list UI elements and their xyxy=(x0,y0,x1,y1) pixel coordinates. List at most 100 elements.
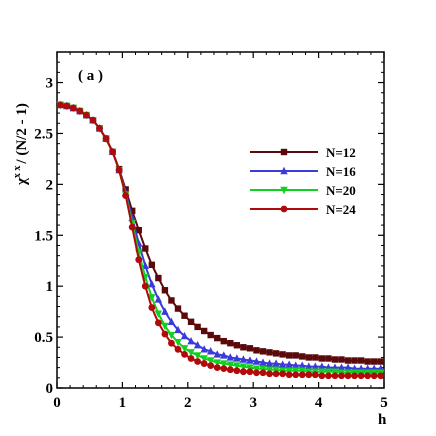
data-point xyxy=(292,361,300,369)
data-point xyxy=(253,347,260,354)
data-point xyxy=(180,345,189,353)
data-point xyxy=(142,245,149,252)
y-tick-label: 0.5 xyxy=(34,330,53,346)
data-point xyxy=(298,371,306,379)
data-point xyxy=(265,366,274,374)
data-point xyxy=(239,368,247,376)
data-point xyxy=(305,371,313,379)
data-point xyxy=(174,338,182,347)
data-point xyxy=(193,341,202,349)
data-point xyxy=(96,124,103,132)
data-point xyxy=(377,358,384,365)
series-group xyxy=(56,100,385,380)
data-point xyxy=(351,357,358,364)
data-point xyxy=(233,342,241,349)
data-point xyxy=(187,355,195,362)
legend-label: N=24 xyxy=(326,202,356,217)
data-point xyxy=(344,357,352,364)
data-point xyxy=(200,355,208,363)
data-point xyxy=(148,304,156,311)
data-point xyxy=(226,353,235,361)
data-point xyxy=(168,297,175,304)
data-point xyxy=(89,116,97,124)
data-point xyxy=(214,334,221,342)
data-point xyxy=(338,372,345,380)
data-point xyxy=(168,339,175,347)
y-tick-label: 1 xyxy=(46,279,54,295)
data-point xyxy=(227,340,234,347)
data-point xyxy=(194,323,201,331)
data-point xyxy=(69,104,77,112)
data-point xyxy=(337,363,346,371)
data-point xyxy=(253,369,260,377)
data-point xyxy=(200,345,208,353)
data-point xyxy=(115,166,123,174)
legend-marker xyxy=(280,205,288,213)
data-point xyxy=(292,352,299,359)
y-tick-label: 2.5 xyxy=(34,126,53,142)
data-point xyxy=(148,279,156,288)
data-point xyxy=(240,344,247,351)
legend-label: N=20 xyxy=(326,183,356,198)
series-n-24 xyxy=(56,101,385,380)
data-point xyxy=(167,317,176,326)
x-tick-label: 0 xyxy=(53,395,61,411)
data-point xyxy=(155,274,162,282)
data-point xyxy=(181,351,188,358)
x-tick-label: 1 xyxy=(119,395,127,411)
data-point xyxy=(331,368,339,376)
data-point xyxy=(285,367,293,375)
data-point xyxy=(272,359,280,367)
data-point xyxy=(325,372,332,380)
data-point xyxy=(311,362,320,370)
data-point xyxy=(154,319,162,327)
data-point xyxy=(200,360,208,367)
data-point xyxy=(364,372,372,380)
data-point xyxy=(109,148,116,156)
y-axis-title-sup: x x xyxy=(12,166,23,179)
data-point xyxy=(259,365,267,373)
data-point xyxy=(312,354,319,361)
legend-marker xyxy=(280,148,288,156)
data-point xyxy=(285,360,293,368)
data-point xyxy=(331,372,339,380)
data-point xyxy=(148,261,156,268)
panel-annotation: ( a ) xyxy=(78,68,103,84)
data-point xyxy=(220,337,227,345)
data-point xyxy=(161,322,169,331)
data-point xyxy=(266,349,273,356)
data-point xyxy=(187,318,195,326)
data-point xyxy=(324,368,333,376)
x-axis-title: h xyxy=(378,412,387,428)
data-point xyxy=(266,370,273,378)
legend-label: N=12 xyxy=(326,145,356,160)
data-point xyxy=(357,372,365,380)
data-point xyxy=(246,364,254,372)
data-point xyxy=(161,287,169,294)
data-point xyxy=(252,357,261,365)
legend-label: N=16 xyxy=(326,164,356,179)
data-point xyxy=(338,356,345,363)
data-point xyxy=(135,226,142,234)
data-point xyxy=(154,310,163,318)
x-tick-label: 2 xyxy=(184,395,192,411)
y-tick-label: 0 xyxy=(46,381,54,397)
data-point xyxy=(226,366,234,374)
x-tick-label: 5 xyxy=(380,395,388,411)
data-point xyxy=(285,371,293,379)
data-point xyxy=(200,327,208,335)
data-point xyxy=(187,336,195,345)
data-point xyxy=(279,370,287,378)
data-point xyxy=(154,295,163,303)
data-point xyxy=(207,362,215,369)
data-point xyxy=(206,347,215,355)
data-point xyxy=(259,348,267,355)
data-point xyxy=(56,101,64,109)
data-point xyxy=(233,367,241,375)
data-point xyxy=(213,359,221,367)
y-axis-title-chi: χ xyxy=(14,177,30,186)
data-point xyxy=(220,365,228,373)
legend-marker xyxy=(280,186,288,195)
data-point xyxy=(239,363,248,371)
